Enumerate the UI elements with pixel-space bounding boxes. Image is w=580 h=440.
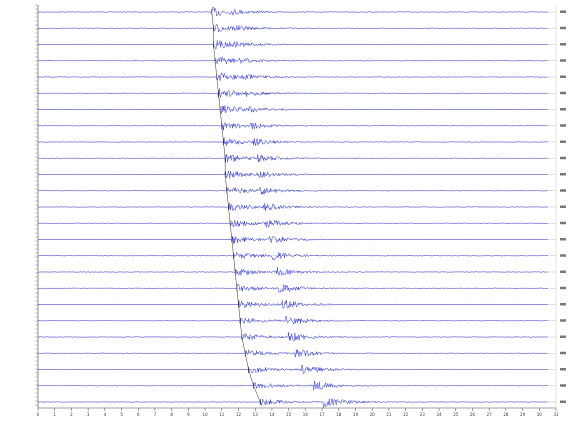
waveform	[37, 105, 548, 115]
x-tick-label: 26	[470, 412, 476, 417]
x-tick-label: 30	[537, 412, 543, 417]
x-tick-label: 15	[286, 412, 292, 417]
trace-label	[560, 270, 566, 273]
waveform	[37, 72, 548, 81]
trace-label	[560, 335, 566, 338]
waveform	[37, 40, 548, 50]
trace-label	[560, 189, 566, 192]
trace-label	[560, 368, 566, 371]
x-tick-label: 13	[253, 412, 259, 417]
trace-label	[560, 384, 566, 387]
waveform	[37, 202, 548, 211]
trace-label	[560, 108, 566, 111]
waveform	[37, 380, 548, 391]
trace-label	[560, 10, 566, 13]
trace-label	[560, 238, 566, 241]
x-tick-label: 22	[403, 412, 409, 417]
trace-label	[560, 319, 566, 322]
waveform	[37, 284, 548, 294]
waveform	[37, 363, 548, 374]
waveform	[37, 88, 548, 99]
trace-label	[560, 140, 566, 143]
x-tick-label: 3	[87, 412, 90, 417]
trace-label	[560, 303, 566, 306]
x-tick-label: 18	[336, 412, 342, 417]
waveform	[37, 153, 548, 163]
x-tick-label: 20	[370, 412, 376, 417]
x-tick-label: 11	[219, 412, 225, 417]
waveform	[37, 219, 548, 228]
trace-label	[560, 75, 566, 78]
trace-label	[560, 156, 566, 160]
waveform	[37, 24, 548, 33]
waveform	[37, 349, 548, 358]
x-tick-label: 19	[353, 412, 359, 417]
trace-label	[560, 91, 566, 95]
waveform	[37, 251, 548, 261]
x-tick-label: 9	[187, 412, 190, 417]
x-tick-label: 25	[453, 412, 459, 417]
waveform	[37, 56, 548, 65]
pick-line	[211, 11, 261, 403]
waveform	[37, 170, 548, 179]
trace-label	[560, 254, 566, 257]
trace-label	[560, 173, 566, 176]
trace-label	[560, 124, 566, 127]
x-tick-label: 0	[37, 412, 40, 417]
x-tick-label: 27	[487, 412, 493, 417]
x-tick-label: 29	[520, 412, 526, 417]
waveform	[37, 235, 548, 244]
x-tick-label: 6	[137, 412, 140, 417]
waveform	[37, 300, 548, 310]
x-tick-label: 23	[420, 412, 426, 417]
x-tick-label: 5	[120, 412, 123, 417]
x-tick-label: 2	[70, 412, 73, 417]
trace-label	[560, 205, 566, 208]
x-tick-label: 21	[386, 412, 392, 417]
waveform	[37, 187, 548, 196]
waveform	[37, 267, 548, 277]
x-tick-label: 1	[53, 412, 56, 417]
x-tick-label: 10	[203, 412, 209, 417]
trace-label	[560, 26, 566, 30]
trace-label	[560, 221, 566, 225]
waveform	[37, 137, 548, 147]
x-tick-label: 8	[170, 412, 173, 417]
trace-label	[560, 351, 566, 355]
x-tick-label: 28	[503, 412, 509, 417]
x-tick-label: 17	[320, 412, 326, 417]
trace-label	[560, 400, 566, 403]
waveform	[37, 6, 548, 17]
x-tick-label: 16	[303, 412, 309, 417]
waveform	[37, 398, 548, 408]
trace-label	[560, 59, 566, 62]
x-tick-label: 31	[553, 412, 559, 417]
waveform	[37, 315, 548, 325]
x-tick-label: 14	[269, 412, 275, 417]
waveform	[37, 122, 548, 131]
waveform	[37, 332, 548, 342]
trace-label	[560, 43, 566, 46]
x-tick-label: 4	[104, 412, 107, 417]
x-tick-label: 12	[236, 412, 242, 417]
trace-label	[560, 286, 566, 290]
x-tick-label: 7	[154, 412, 157, 417]
x-tick-label: 24	[436, 412, 442, 417]
